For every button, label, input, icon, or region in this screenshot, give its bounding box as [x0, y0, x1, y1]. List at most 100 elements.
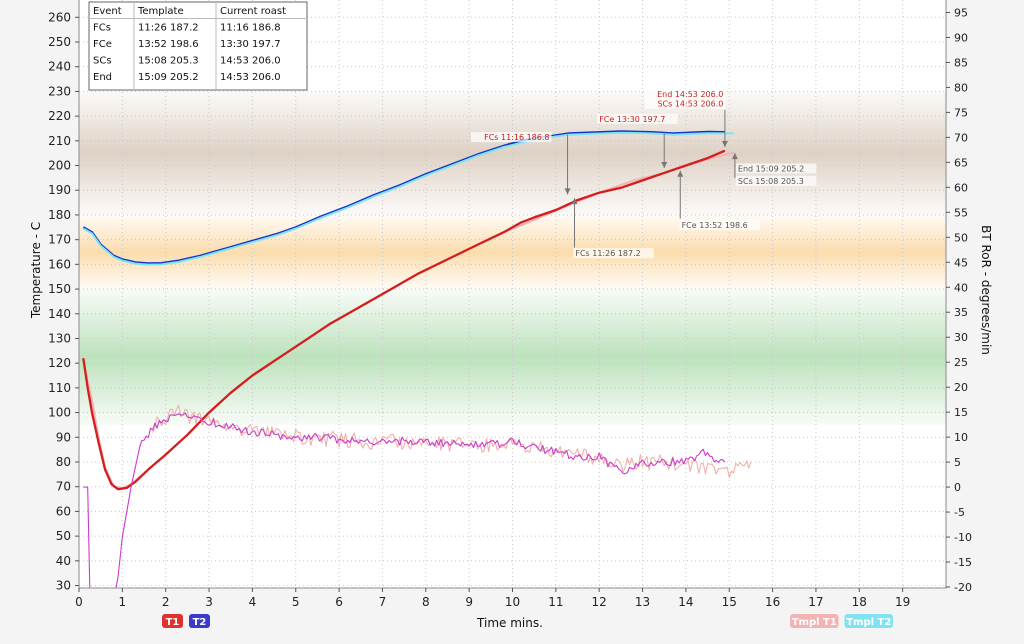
y2-tick-label: -5 — [954, 506, 965, 519]
series-t1 — [82, 149, 726, 491]
x-tick-label: 2 — [162, 595, 170, 609]
y2-tick-label: -10 — [954, 531, 972, 544]
y-tick-label: 40 — [56, 554, 71, 568]
y2-tick-label: 0 — [954, 481, 961, 494]
y2-tick-label: 90 — [954, 31, 968, 44]
events-table-cell: FCe — [93, 39, 112, 50]
y-tick-label: 220 — [48, 109, 71, 123]
x-tick-label: 10 — [505, 595, 520, 609]
y-tick-label: 260 — [48, 10, 71, 24]
x-tick-label: 5 — [292, 595, 300, 609]
events-table-cell: SCs — [93, 56, 112, 67]
y2-tick-label: 20 — [954, 381, 968, 394]
y2-tick-label: 25 — [954, 356, 968, 369]
series-tmpl-t2 — [82, 131, 734, 266]
y-tick-label: 120 — [48, 356, 71, 370]
event-arrow-head — [564, 188, 571, 195]
y2-tick-label: 5 — [954, 456, 961, 469]
y2-tick-label: 80 — [954, 81, 968, 94]
x-tick-label: 7 — [379, 595, 387, 609]
y2-tick-label: 45 — [954, 256, 968, 269]
series-bt-ror — [83, 412, 726, 588]
events-table-cell: 11:26 187.2 — [138, 23, 199, 34]
event-label: End 14:53 206.0 — [657, 90, 723, 99]
x-tick-label: 16 — [765, 595, 780, 609]
y-tick-label: 190 — [48, 183, 71, 197]
y2-tick-label: 15 — [954, 406, 968, 419]
y-tick-label: 140 — [48, 307, 71, 321]
x-axis-title: Time mins. — [476, 616, 543, 630]
event-label: FCe 13:30 197.7 — [599, 115, 665, 124]
events-table-cell: 14:53 206.0 — [220, 56, 281, 67]
event-label-bg — [644, 98, 726, 109]
y-tick-label: 100 — [48, 406, 71, 420]
x-tick-label: 0 — [75, 595, 83, 609]
y-tick-label: 210 — [48, 134, 71, 148]
y2-tick-label: 65 — [954, 156, 968, 169]
event-label-bg — [597, 113, 678, 124]
event-label: End 15:09 205.2 — [738, 164, 804, 173]
events-table-cell: 13:52 198.6 — [138, 39, 199, 50]
series-t2 — [82, 130, 725, 265]
y2-tick-label: 10 — [954, 431, 968, 444]
event-label: FCe 13:52 198.6 — [682, 221, 748, 230]
x-tick-label: 19 — [895, 595, 910, 609]
events-table-cell: 11:16 186.8 — [220, 23, 281, 34]
y2-tick-label: 40 — [954, 281, 968, 294]
y2-tick-label: 30 — [954, 331, 968, 344]
event-label-bg — [644, 88, 726, 99]
y2-tick-label: 60 — [954, 181, 968, 194]
event-label: SCs 14:53 206.0 — [657, 100, 723, 109]
y2-tick-label: -20 — [954, 581, 972, 594]
x-tick-label: 4 — [249, 595, 257, 609]
event-label-bg — [471, 132, 552, 143]
legend-swatch — [844, 614, 893, 628]
x-tick-label: 14 — [678, 595, 693, 609]
events-table-cell: FCs — [93, 23, 111, 34]
y-tick-label: 60 — [56, 504, 71, 518]
event-arrow-head — [721, 141, 728, 147]
y2-axis-title: BT RoR - degrees/min — [979, 225, 993, 355]
events-table-cell: 15:08 205.3 — [138, 56, 199, 67]
x-tick-label: 15 — [722, 595, 737, 609]
events-table-cell: 13:30 197.7 — [220, 39, 281, 50]
x-tick-label: 18 — [852, 595, 867, 609]
y2-tick-label: 70 — [954, 131, 968, 144]
x-tick-label: 11 — [548, 595, 563, 609]
y-tick-label: 250 — [48, 35, 71, 49]
event-label: FCs 11:16 186.8 — [484, 133, 549, 142]
y-tick-label: 30 — [56, 579, 71, 593]
y2-tick-label: 55 — [954, 206, 968, 219]
x-tick-label: 13 — [635, 595, 650, 609]
event-arrow-head — [731, 153, 738, 160]
legend-swatch — [790, 614, 839, 628]
legend-swatch — [162, 614, 183, 628]
event-arrow-head — [571, 198, 578, 205]
events-table-header: Template — [137, 6, 184, 17]
event-label: SCs 15:08 205.3 — [738, 177, 804, 186]
event-arrow-head — [677, 170, 684, 177]
y-tick-label: 80 — [56, 455, 71, 469]
y-tick-label: 50 — [56, 529, 71, 543]
events-table-header: Current roast — [220, 6, 286, 17]
y-tick-label: 90 — [56, 430, 71, 444]
event-label-bg — [573, 248, 654, 259]
y2-tick-label: 85 — [954, 56, 968, 69]
x-tick-label: 1 — [119, 595, 127, 609]
events-table-cell: 14:53 206.0 — [220, 72, 281, 83]
event-label-bg — [679, 219, 761, 230]
legend-label-left: T2 — [193, 617, 207, 628]
x-tick-label: 12 — [592, 595, 607, 609]
x-tick-label: 6 — [335, 595, 343, 609]
y-tick-label: 150 — [48, 282, 71, 296]
y-tick-label: 170 — [48, 233, 71, 247]
y2-tick-label: 75 — [954, 106, 968, 119]
events-table-cell: End — [93, 72, 112, 83]
y2-tick-label: 35 — [954, 306, 968, 319]
series-tmpl-bt-ror — [152, 404, 752, 479]
y-tick-label: 70 — [56, 480, 71, 494]
y-tick-label: 110 — [48, 381, 71, 395]
event-arrow-head — [661, 162, 668, 168]
